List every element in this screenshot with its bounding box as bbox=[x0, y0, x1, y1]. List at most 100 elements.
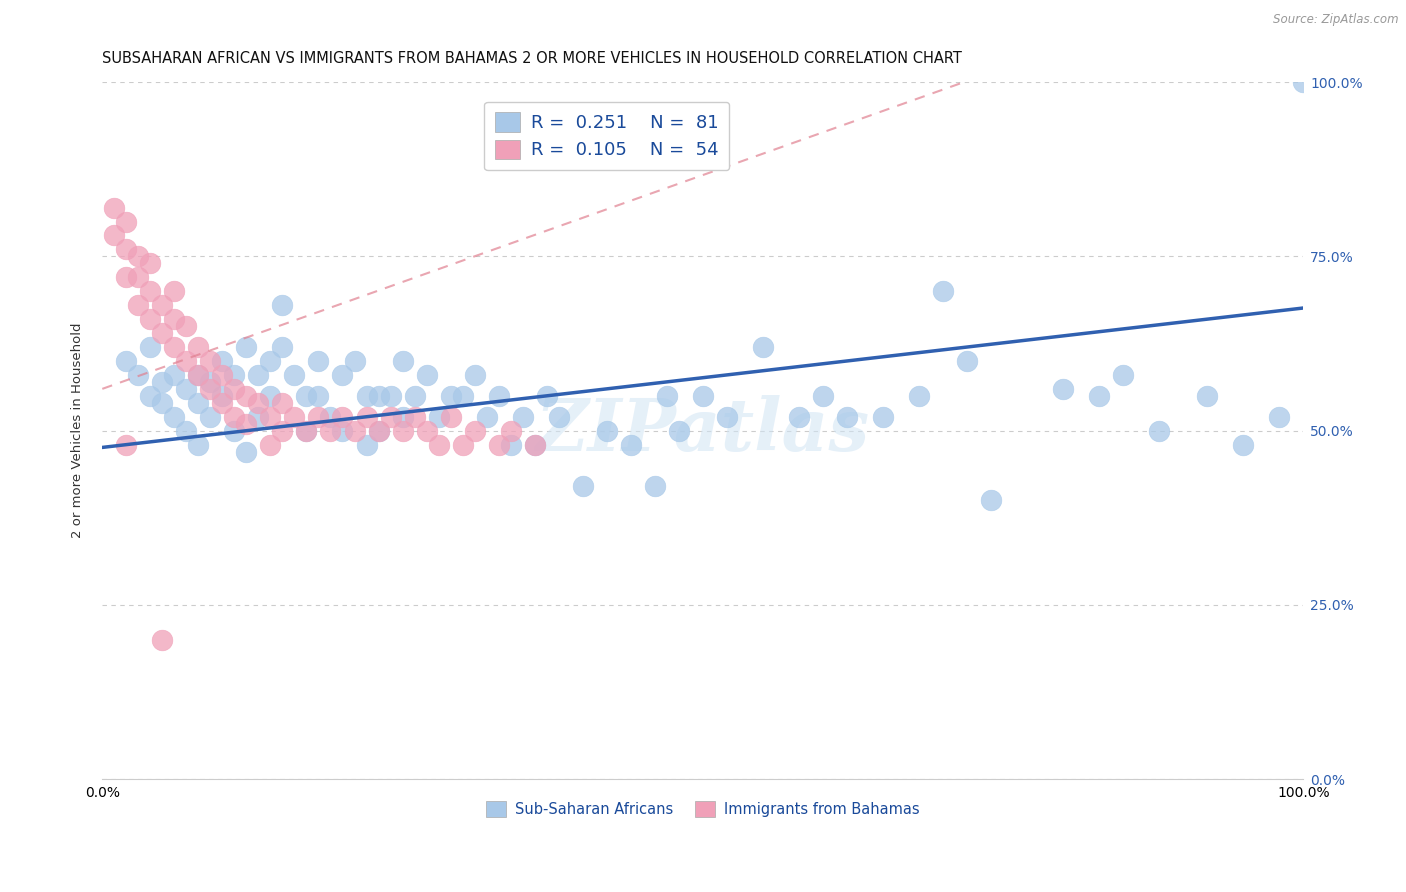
Point bbox=[499, 424, 522, 438]
Point bbox=[475, 409, 498, 424]
Point bbox=[488, 389, 510, 403]
Point bbox=[224, 382, 246, 396]
Point bbox=[187, 368, 209, 382]
Point bbox=[655, 389, 678, 403]
Point bbox=[247, 409, 270, 424]
Point bbox=[1232, 437, 1254, 451]
Point bbox=[235, 417, 257, 431]
Point bbox=[211, 354, 233, 368]
Point bbox=[211, 368, 233, 382]
Point bbox=[319, 409, 342, 424]
Point bbox=[295, 389, 318, 403]
Point bbox=[835, 409, 858, 424]
Point bbox=[872, 409, 894, 424]
Point bbox=[367, 389, 389, 403]
Point bbox=[176, 319, 198, 334]
Point bbox=[176, 382, 198, 396]
Point bbox=[103, 228, 125, 243]
Point bbox=[150, 326, 173, 340]
Point bbox=[283, 368, 305, 382]
Point bbox=[1268, 409, 1291, 424]
Point bbox=[319, 424, 342, 438]
Point bbox=[115, 270, 138, 285]
Point bbox=[343, 354, 366, 368]
Point bbox=[380, 389, 402, 403]
Point bbox=[391, 354, 413, 368]
Point bbox=[103, 201, 125, 215]
Point bbox=[980, 493, 1002, 508]
Point bbox=[259, 437, 281, 451]
Point bbox=[115, 243, 138, 257]
Point bbox=[427, 409, 450, 424]
Point bbox=[211, 389, 233, 403]
Point bbox=[692, 389, 714, 403]
Point bbox=[176, 354, 198, 368]
Point bbox=[163, 409, 186, 424]
Point bbox=[139, 312, 162, 326]
Point bbox=[150, 396, 173, 410]
Point bbox=[464, 368, 486, 382]
Point bbox=[127, 270, 149, 285]
Point bbox=[1112, 368, 1135, 382]
Point bbox=[176, 424, 198, 438]
Point bbox=[200, 354, 222, 368]
Point bbox=[224, 409, 246, 424]
Point bbox=[283, 409, 305, 424]
Point bbox=[295, 424, 318, 438]
Point bbox=[716, 409, 738, 424]
Point bbox=[356, 389, 378, 403]
Point bbox=[536, 389, 558, 403]
Text: SUBSAHARAN AFRICAN VS IMMIGRANTS FROM BAHAMAS 2 OR MORE VEHICLES IN HOUSEHOLD CO: SUBSAHARAN AFRICAN VS IMMIGRANTS FROM BA… bbox=[103, 51, 962, 66]
Point bbox=[115, 354, 138, 368]
Text: Source: ZipAtlas.com: Source: ZipAtlas.com bbox=[1274, 13, 1399, 27]
Point bbox=[163, 285, 186, 299]
Point bbox=[391, 409, 413, 424]
Y-axis label: 2 or more Vehicles in Household: 2 or more Vehicles in Household bbox=[72, 323, 84, 539]
Point bbox=[235, 340, 257, 354]
Point bbox=[668, 424, 690, 438]
Point bbox=[367, 424, 389, 438]
Point bbox=[787, 409, 810, 424]
Point bbox=[752, 340, 775, 354]
Point bbox=[415, 424, 437, 438]
Point bbox=[1197, 389, 1219, 403]
Point bbox=[439, 409, 461, 424]
Point bbox=[644, 479, 666, 493]
Point bbox=[247, 368, 270, 382]
Point bbox=[332, 368, 354, 382]
Point bbox=[308, 354, 330, 368]
Point bbox=[1292, 75, 1315, 89]
Point bbox=[259, 354, 281, 368]
Point bbox=[259, 389, 281, 403]
Point bbox=[235, 444, 257, 458]
Point bbox=[464, 424, 486, 438]
Point bbox=[163, 340, 186, 354]
Point bbox=[427, 437, 450, 451]
Point bbox=[271, 424, 294, 438]
Point bbox=[356, 437, 378, 451]
Point bbox=[271, 298, 294, 312]
Point bbox=[380, 409, 402, 424]
Point bbox=[523, 437, 546, 451]
Point bbox=[451, 389, 474, 403]
Point bbox=[150, 298, 173, 312]
Point bbox=[404, 409, 426, 424]
Point bbox=[163, 312, 186, 326]
Point bbox=[163, 368, 186, 382]
Point bbox=[308, 409, 330, 424]
Point bbox=[367, 424, 389, 438]
Point bbox=[211, 396, 233, 410]
Point bbox=[115, 437, 138, 451]
Point bbox=[488, 437, 510, 451]
Point bbox=[127, 368, 149, 382]
Point bbox=[932, 285, 955, 299]
Text: ZIPatlas: ZIPatlas bbox=[536, 395, 870, 467]
Point bbox=[356, 409, 378, 424]
Point bbox=[247, 396, 270, 410]
Point bbox=[139, 285, 162, 299]
Point bbox=[224, 424, 246, 438]
Point bbox=[259, 409, 281, 424]
Point bbox=[1052, 382, 1074, 396]
Point bbox=[271, 340, 294, 354]
Point bbox=[596, 424, 619, 438]
